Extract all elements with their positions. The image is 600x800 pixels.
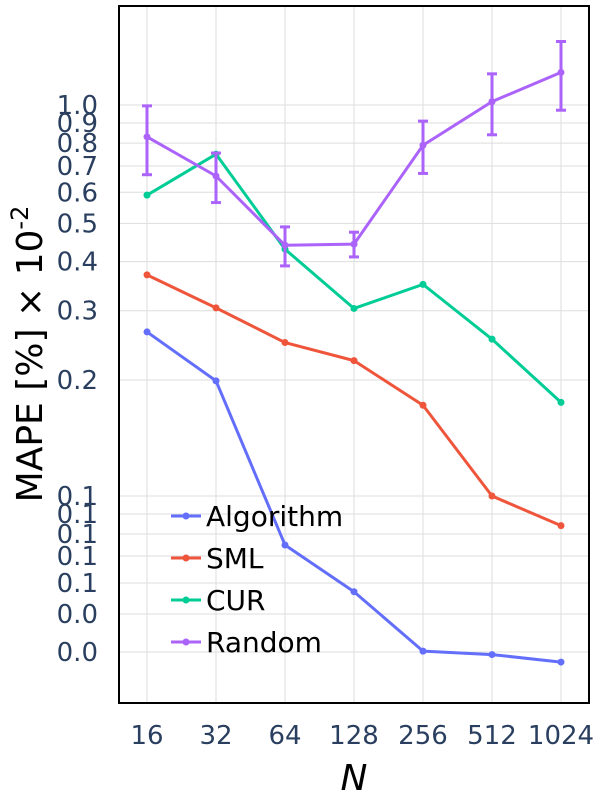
legend: Algorithm SML CUR Random: [171, 500, 343, 659]
series-sml: [143, 271, 565, 530]
data-point: [488, 335, 496, 343]
data-point: [281, 339, 289, 347]
data-point: [143, 328, 151, 336]
y-tick-label: 0.3: [57, 297, 98, 327]
legend-swatch-marker: [182, 554, 190, 562]
data-point: [488, 98, 496, 106]
legend-item-random: Random: [171, 626, 322, 659]
y-axis-title: MAPE [%] × 10-2: [6, 206, 51, 503]
legend-item-cur: CUR: [171, 584, 266, 617]
legend-label: CUR: [206, 584, 266, 617]
data-point: [143, 271, 151, 279]
y-tick-label: 0.5: [57, 209, 98, 239]
x-tick-label: 128: [329, 721, 379, 751]
data-point: [557, 658, 565, 666]
data-point: [143, 191, 151, 199]
data-point: [350, 240, 358, 248]
y-axis-title-exponent: -2: [6, 206, 34, 230]
y-tick-label: 0.4: [57, 248, 98, 278]
data-point: [281, 541, 289, 549]
data-point: [350, 588, 358, 596]
data-point: [212, 304, 220, 312]
y-tick-label: 0.1: [57, 542, 98, 572]
data-point: [419, 401, 427, 409]
y-tick-label: 0.7: [57, 152, 98, 182]
y-axis-ticks: 1.00.90.80.70.60.50.40.30.20.10.10.10.10…: [57, 91, 98, 668]
data-point: [350, 357, 358, 365]
y-tick-label: 1.0: [57, 91, 98, 121]
y-tick-label: 0.1: [57, 500, 98, 530]
plot-frame: [118, 5, 590, 704]
y-tick-label: 0.0: [57, 600, 98, 630]
legend-swatch-marker: [182, 512, 190, 520]
data-point: [212, 377, 220, 385]
x-axis-ticks: 16 32 64 128 256 512 1024: [130, 721, 594, 751]
data-point: [419, 647, 427, 655]
grid: [119, 6, 589, 703]
data-point: [557, 398, 565, 406]
data-point: [419, 280, 427, 288]
data-point: [281, 241, 289, 249]
y-tick-label: 0.0: [57, 638, 98, 668]
y-tick-label: 0.1: [57, 569, 98, 599]
data-point: [143, 133, 151, 141]
data-point: [212, 172, 220, 180]
x-tick-label: 64: [268, 721, 301, 751]
data-point: [557, 68, 565, 76]
legend-label: Random: [206, 626, 322, 659]
data-point: [557, 522, 565, 530]
y-tick-label: 0.1: [57, 520, 98, 550]
legend-item-sml: SML: [171, 542, 264, 575]
series-random: [142, 40, 566, 268]
x-tick-label: 1024: [528, 721, 594, 751]
legend-label: SML: [206, 542, 264, 575]
legend-item-algorithm: Algorithm: [171, 500, 343, 533]
y-axis-title-base: MAPE [%] × 10: [10, 230, 51, 503]
data-point: [488, 492, 496, 500]
data-point: [350, 304, 358, 312]
x-tick-label: 512: [467, 721, 517, 751]
legend-swatch-marker: [182, 596, 190, 604]
x-axis-title: N: [341, 758, 368, 799]
data-point: [488, 651, 496, 659]
series-algorithm: [143, 328, 565, 666]
y-tick-label: 0.6: [57, 178, 98, 208]
y-tick-label: 0.8: [57, 129, 98, 159]
legend-swatch-marker: [182, 638, 190, 646]
x-tick-label: 32: [199, 721, 232, 751]
x-tick-label: 16: [130, 721, 163, 751]
y-tick-label: 0.2: [57, 366, 98, 396]
data-point: [419, 141, 427, 149]
y-tick-label: 0.9: [57, 109, 98, 139]
x-tick-label: 256: [398, 721, 448, 751]
series-layer: [142, 40, 566, 666]
y-tick-label: 0.1: [57, 482, 98, 512]
legend-label: Algorithm: [206, 500, 343, 533]
